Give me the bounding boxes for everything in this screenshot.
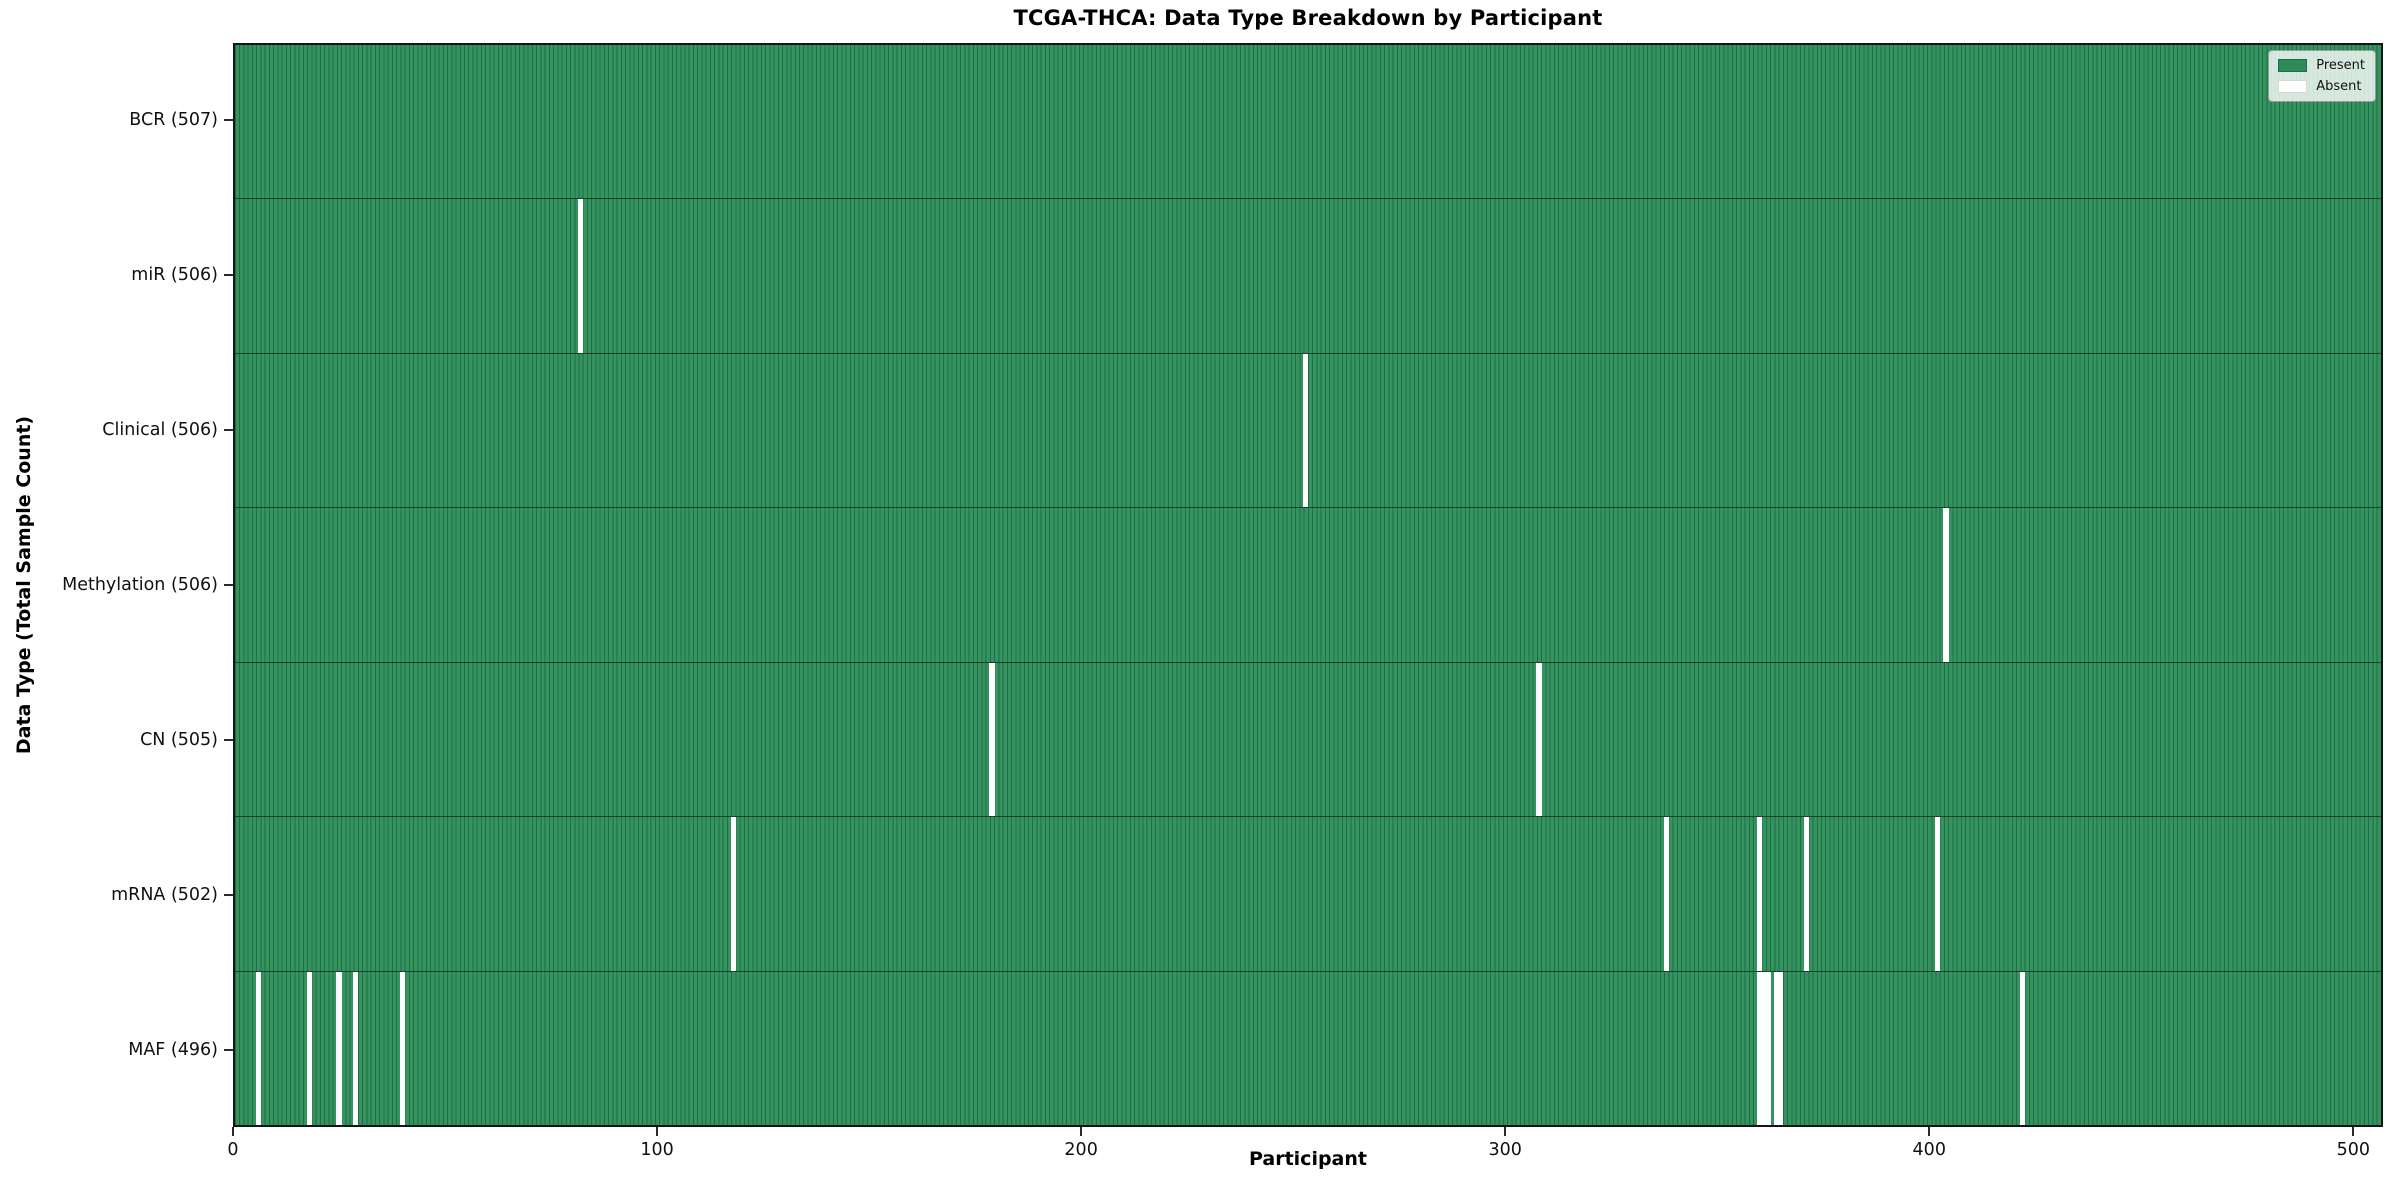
y-tick-label: Methylation (506): [62, 575, 218, 595]
legend-entry-present: Present: [2278, 58, 2365, 73]
x-tick-label: 0: [227, 1140, 239, 1160]
absent-gap: [1536, 662, 1542, 817]
absent-gap: [2019, 971, 2026, 1125]
x-tick-label: 400: [1912, 1140, 1946, 1160]
absent-gap: [730, 817, 736, 971]
legend-label-absent: Absent: [2316, 79, 2362, 94]
absent-gap: [1761, 971, 1767, 1125]
legend-label-present: Present: [2316, 58, 2365, 73]
y-tick-label: Clinical (506): [102, 420, 218, 441]
y-tick-label: CN (505): [140, 729, 218, 750]
x-tick-mark: [1928, 1127, 1931, 1136]
y-tick-mark: [224, 429, 233, 432]
absent-gap: [399, 971, 406, 1125]
x-tick-mark: [1504, 1127, 1507, 1136]
absent-gap: [1756, 971, 1763, 1125]
y-axis-label: Data Type (Total Sample Count): [13, 415, 35, 755]
absent-gap: [1803, 817, 1809, 971]
absent-swatch: [2278, 80, 2308, 93]
y-tick-label: miR (506): [131, 265, 218, 286]
legend: Present Absent: [2268, 50, 2376, 102]
x-tick-label: 300: [1488, 1140, 1522, 1160]
absent-gap: [353, 971, 359, 1125]
row-Methylation: [235, 508, 2381, 663]
chart-title: TCGA-THCA: Data Type Breakdown by Partic…: [1013, 6, 1603, 30]
x-tick-mark: [1080, 1127, 1083, 1136]
absent-gap: [306, 971, 312, 1125]
x-tick-mark: [2352, 1127, 2355, 1136]
y-tick-label: MAF (496): [128, 1039, 218, 1060]
row-CN: [235, 662, 2381, 818]
absent-gap: [1778, 971, 1784, 1125]
y-tick-mark: [224, 893, 233, 896]
x-axis-label: Participant: [1248, 1148, 1367, 1170]
plot-area: Present Absent: [233, 43, 2383, 1127]
y-tick-label: mRNA (502): [111, 884, 218, 905]
absent-gap: [1773, 971, 1780, 1125]
y-tick-mark: [224, 274, 233, 277]
absent-gap: [1934, 817, 1941, 971]
x-tick-label: 100: [640, 1140, 674, 1160]
absent-gap: [1765, 971, 1771, 1125]
absent-gap: [336, 971, 342, 1125]
row-BCR: [235, 45, 2381, 200]
absent-gap: [1663, 817, 1669, 971]
absent-gap: [577, 199, 584, 353]
present-swatch: [2278, 59, 2308, 72]
row-mRNA: [235, 817, 2381, 972]
absent-gap: [255, 971, 261, 1125]
row-Clinical: [235, 353, 2381, 509]
y-tick-mark: [224, 738, 233, 741]
legend-entry-absent: Absent: [2278, 79, 2365, 94]
absent-gap: [1756, 817, 1763, 971]
x-tick-mark: [656, 1127, 659, 1136]
y-tick-mark: [224, 119, 233, 122]
row-MAF: [235, 971, 2381, 1125]
y-tick-label: BCR (507): [129, 110, 218, 131]
absent-gap: [1303, 353, 1309, 508]
row-bands: [235, 45, 2381, 1125]
x-tick-label: 200: [1064, 1140, 1098, 1160]
absent-gap: [989, 662, 995, 817]
x-tick-label: 500: [2336, 1140, 2371, 1160]
absent-gap: [1943, 508, 1949, 662]
row-miR: [235, 199, 2381, 354]
y-tick-mark: [224, 584, 233, 586]
x-tick-mark: [232, 1127, 234, 1136]
y-tick-mark: [224, 1048, 233, 1051]
